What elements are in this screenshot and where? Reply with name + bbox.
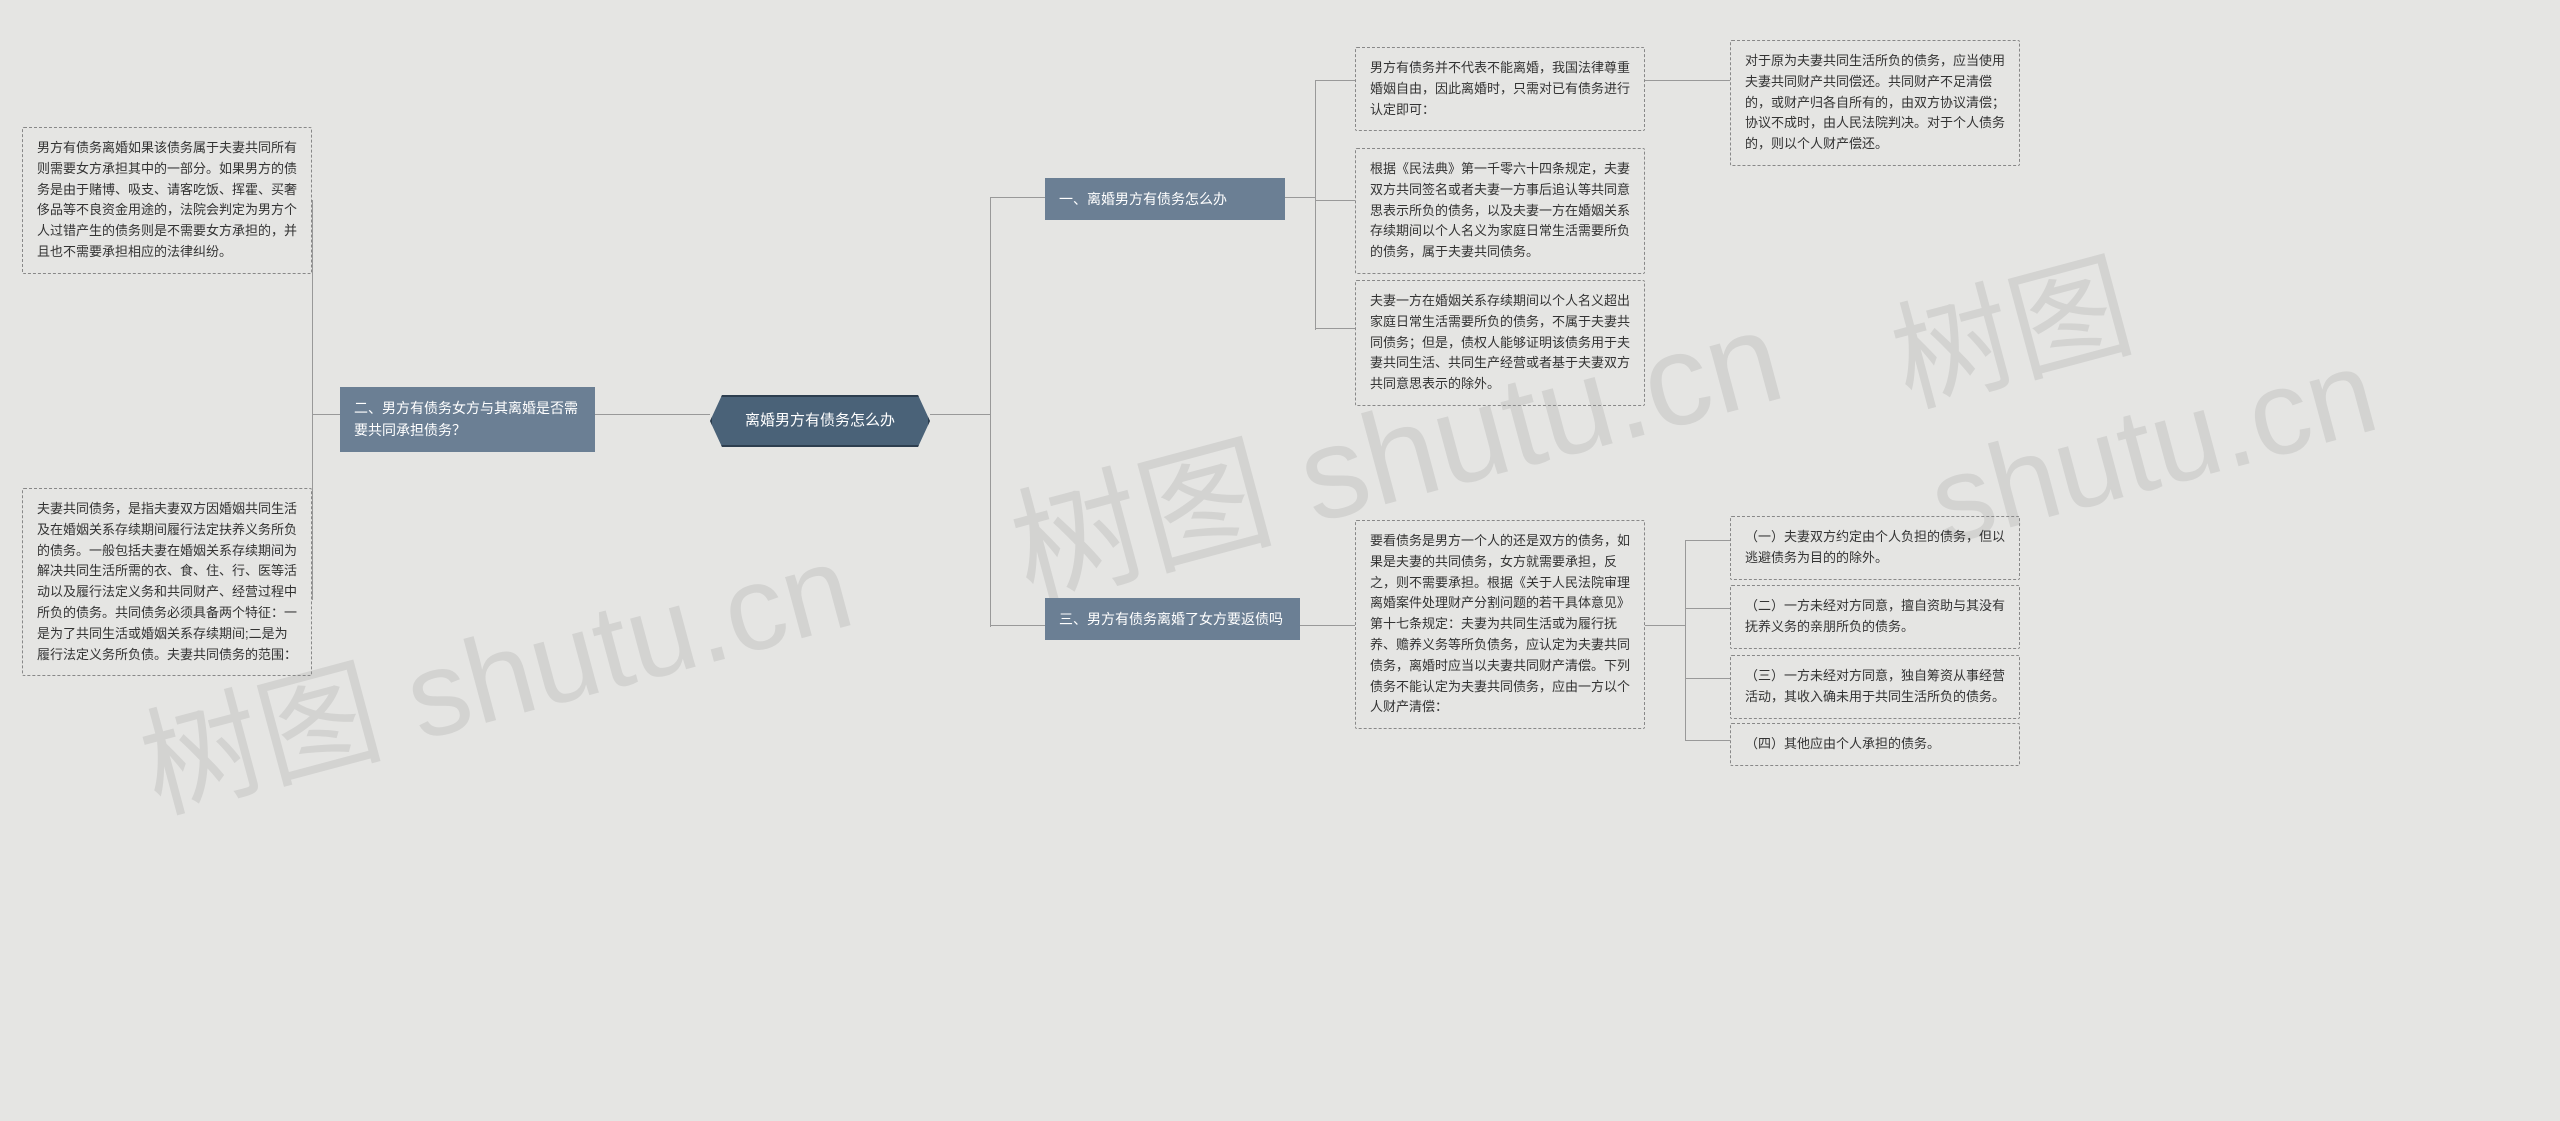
branch-1: 一、离婚男方有债务怎么办: [1045, 178, 1285, 220]
connector: [1685, 540, 1686, 740]
connector: [930, 414, 990, 415]
connector: [312, 200, 313, 201]
connector: [1315, 200, 1355, 201]
connector: [1685, 540, 1730, 541]
branch3-leaf1: 要看债务是男方一个人的还是双方的债务，如果是夫妻的共同债务，女方就需要承担，反之…: [1355, 520, 1645, 729]
connector: [1645, 80, 1730, 81]
branch1-leaf3: 夫妻一方在婚姻关系存续期间以个人名义超出家庭日常生活需要所负的债务，不属于夫妻共…: [1355, 280, 1645, 406]
connector: [990, 197, 991, 627]
branch1-leaf2: 根据《民法典》第一千零六十四条规定，夫妻双方共同签名或者夫妻一方事后追认等共同意…: [1355, 148, 1645, 274]
branch-3: 三、男方有债务离婚了女方要返债吗: [1045, 598, 1300, 640]
connector: [1300, 625, 1355, 626]
connector: [1315, 80, 1316, 330]
root-node: 离婚男方有债务怎么办: [710, 395, 930, 447]
branch3-sub1: （一）夫妻双方约定由个人负担的债务，但以逃避债务为目的的除外。: [1730, 516, 2020, 580]
branch-2: 二、男方有债务女方与其离婚是否需要共同承担债务？: [340, 387, 595, 452]
connector: [1315, 80, 1355, 81]
connector: [1315, 328, 1355, 329]
connector: [990, 197, 1045, 198]
branch3-sub2: （二）一方未经对方同意，擅自资助与其没有抚养义务的亲朋所负的债务。: [1730, 585, 2020, 649]
watermark: 树图 shutu.cn: [1871, 100, 2560, 572]
branch1-leaf1: 男方有债务并不代表不能离婚，我国法律尊重婚姻自由，因此离婚时，只需对已有债务进行…: [1355, 47, 1645, 131]
connector: [1685, 740, 1730, 741]
connector: [1285, 197, 1315, 198]
connector: [312, 200, 313, 600]
branch3-sub4: （四）其他应由个人承担的债务。: [1730, 723, 2020, 766]
branch1-leaf1-1: 对于原为夫妻共同生活所负的债务，应当使用夫妻共同财产共同偿还。共同财产不足清偿的…: [1730, 40, 2020, 166]
branch2-leaf2: 夫妻共同债务，是指夫妻双方因婚姻共同生活及在婚姻关系存续期间履行法定扶养义务所负…: [22, 488, 312, 676]
connector: [1685, 678, 1730, 679]
connector: [990, 625, 1045, 626]
connector: [312, 414, 340, 415]
branch3-sub3: （三）一方未经对方同意，独自筹资从事经营活动，其收入确未用于共同生活所负的债务。: [1730, 655, 2020, 719]
connector: [1645, 625, 1685, 626]
connector: [1685, 608, 1730, 609]
branch2-leaf1: 男方有债务离婚如果该债务属于夫妻共同所有则需要女方承担其中的一部分。如果男方的债…: [22, 127, 312, 274]
connector: [595, 414, 710, 415]
